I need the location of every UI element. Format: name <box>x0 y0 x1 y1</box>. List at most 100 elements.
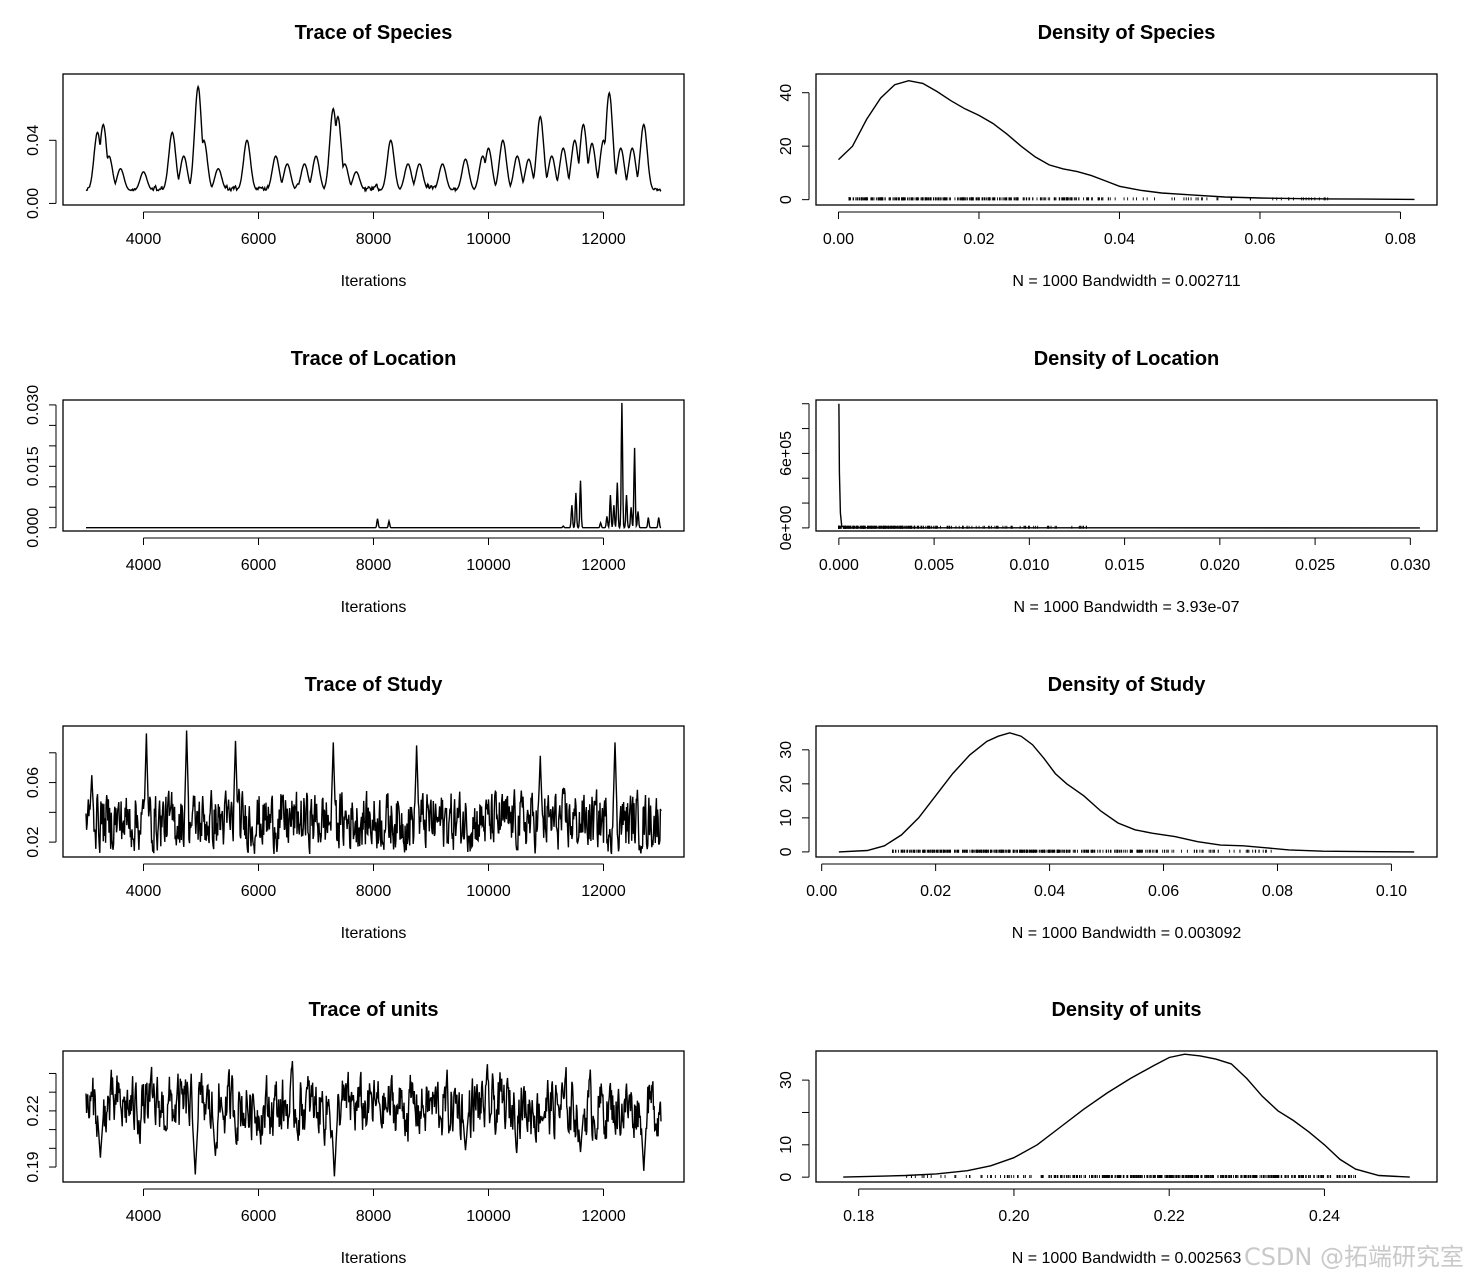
density-species-frame <box>815 73 1438 206</box>
density-location-xtick-label: 0.010 <box>1009 557 1049 574</box>
trace-species-xlabel: Iterations <box>341 273 407 290</box>
trace-units-xtick-label: 8000 <box>356 1208 392 1225</box>
trace-species-series-line <box>85 84 662 193</box>
trace-location-xtick-label: 6000 <box>241 557 277 574</box>
trace-location-xtick-label: 12000 <box>581 557 626 574</box>
density-location-ytick-label: 6e+05 <box>778 431 795 476</box>
trace-units-xtick-label: 4000 <box>126 1208 162 1225</box>
trace-study-series-line <box>85 730 662 855</box>
density-species-xtick-label: 0.08 <box>1385 231 1416 248</box>
trace-units-ytick-label: 0.22 <box>25 1095 42 1126</box>
trace-species-xtick-label: 6000 <box>241 231 277 248</box>
density-species-xtick-label: 0.04 <box>1104 231 1135 248</box>
density-location-xlabel: N = 1000 Bandwidth = 3.93e-07 <box>1014 599 1240 616</box>
trace-study-xtick-label: 10000 <box>466 883 511 900</box>
density-study-series-line <box>838 732 1415 853</box>
trace-location-frame <box>62 399 685 532</box>
trace-study-ytick-label: 0.06 <box>25 767 42 798</box>
density-location-panel: Density of Location N = 1000 Bandwidth = … <box>778 348 1438 616</box>
density-location-xtick-label: 0.020 <box>1200 557 1240 574</box>
density-study-title: Density of Study <box>1048 674 1207 696</box>
trace-species-frame <box>62 73 685 206</box>
trace-location-title: Trace of Location <box>291 348 457 370</box>
density-units-series-line <box>843 1053 1410 1178</box>
trace-species-xtick-label: 8000 <box>356 231 392 248</box>
density-study-xtick-label: 0.04 <box>1034 883 1065 900</box>
trace-location-xtick-label: 8000 <box>356 557 392 574</box>
trace-species-panel: Trace of Species Iterations 4000 6000 8000 10… <box>25 22 685 290</box>
density-units-panel: Density of units N = 1000 Bandwidth = 0.0… <box>778 999 1438 1267</box>
density-location-xtick-label: 0.025 <box>1295 557 1335 574</box>
density-study-panel: Density of Study N = 1000 Bandwidth = 0.0… <box>778 674 1438 942</box>
density-units-xlabel: N = 1000 Bandwidth = 0.002563 <box>1012 1250 1242 1267</box>
trace-location-ytick-label: 0.030 <box>25 385 42 425</box>
trace-location-panel: Trace of Location Iterations 4000 6000 8000 1… <box>25 348 685 616</box>
density-species-ytick-label: 0 <box>778 195 795 204</box>
trace-units-panel: Trace of units Iterations 4000 6000 8000 1000… <box>25 999 685 1267</box>
trace-location-series-line <box>86 402 662 530</box>
density-species-xtick-label: 0.06 <box>1244 231 1275 248</box>
density-units-title: Density of units <box>1051 999 1201 1021</box>
trace-study-xtick-label: 12000 <box>581 883 626 900</box>
density-study-xtick-label: 0.10 <box>1376 883 1407 900</box>
density-units-xtick-label: 0.18 <box>843 1208 874 1225</box>
density-units-xtick-label: 0.24 <box>1309 1208 1340 1225</box>
trace-study-frame <box>62 725 685 858</box>
trace-units-xtick-label: 6000 <box>241 1208 277 1225</box>
trace-study-xtick-label: 6000 <box>241 883 277 900</box>
density-study-xtick-label: 0.06 <box>1148 883 1179 900</box>
density-units-ytick-label: 30 <box>778 1071 795 1089</box>
trace-study-xtick-label: 8000 <box>356 883 392 900</box>
density-location-xtick-label: 0.005 <box>914 557 954 574</box>
density-species-ytick-label: 40 <box>778 84 795 102</box>
trace-study-title: Trace of Study <box>305 674 444 696</box>
trace-units-series-line <box>85 1060 662 1177</box>
density-study-ytick-label: 30 <box>778 741 795 759</box>
trace-location-ytick-label: 0.015 <box>25 446 42 486</box>
density-location-ytick-label: 0e+00 <box>778 505 795 550</box>
density-study-ytick-label: 0 <box>778 847 795 856</box>
trace-units-ytick-label: 0.19 <box>25 1151 42 1182</box>
density-location-frame <box>815 399 1438 532</box>
trace-study-xtick-label: 4000 <box>126 883 162 900</box>
trace-units-xtick-label: 12000 <box>581 1208 626 1225</box>
trace-species-xtick-label: 4000 <box>126 231 162 248</box>
density-species-series-line <box>838 79 1415 201</box>
trace-location-xtick-label: 10000 <box>466 557 511 574</box>
trace-study-xlabel: Iterations <box>341 925 407 942</box>
trace-species-xtick-label: 10000 <box>466 231 511 248</box>
density-study-ytick-label: 10 <box>778 809 795 827</box>
density-species-xlabel: N = 1000 Bandwidth = 0.002711 <box>1012 273 1240 290</box>
trace-units-frame <box>62 1050 685 1183</box>
density-species-title: Density of Species <box>1038 22 1216 44</box>
trace-study-panel: Trace of Study Iterations 4000 6000 8000 1000… <box>25 674 685 942</box>
density-species-xtick-label: 0.02 <box>963 231 994 248</box>
density-study-xlabel: N = 1000 Bandwidth = 0.003092 <box>1012 925 1242 942</box>
trace-location-ytick-label: 0.000 <box>25 508 42 548</box>
trace-species-xtick-label: 12000 <box>581 231 626 248</box>
density-study-rug <box>892 849 1272 853</box>
density-study-xtick-label: 0.00 <box>806 883 837 900</box>
density-units-xtick-label: 0.20 <box>998 1208 1029 1225</box>
trace-units-xtick-label: 10000 <box>466 1208 511 1225</box>
trace-location-xlabel: Iterations <box>341 599 407 616</box>
trace-units-title: Trace of units <box>308 999 438 1021</box>
trace-location-xtick-label: 4000 <box>126 557 162 574</box>
density-units-ytick-label: 0 <box>778 1173 795 1182</box>
density-study-frame <box>815 725 1438 858</box>
density-species-panel: Density of Species N = 1000 Bandwidth = 0… <box>778 22 1438 290</box>
density-units-ytick-label: 10 <box>778 1136 795 1154</box>
density-study-ytick-label: 20 <box>778 775 795 793</box>
trace-species-ytick-label: 0.04 <box>25 125 42 156</box>
watermark: CSDN @拓端研究室 <box>1243 1243 1464 1271</box>
density-species-rug <box>848 197 1329 201</box>
trace-species-title: Trace of Species <box>295 22 453 44</box>
density-species-xtick-label: 0.00 <box>823 231 854 248</box>
density-location-xtick-label: 0.015 <box>1105 557 1145 574</box>
density-study-xtick-label: 0.02 <box>920 883 951 900</box>
density-units-xtick-label: 0.22 <box>1154 1208 1185 1225</box>
density-location-series-line <box>838 403 1420 529</box>
density-location-xtick-label: 0.000 <box>819 557 859 574</box>
density-units-rug <box>906 1175 1356 1179</box>
